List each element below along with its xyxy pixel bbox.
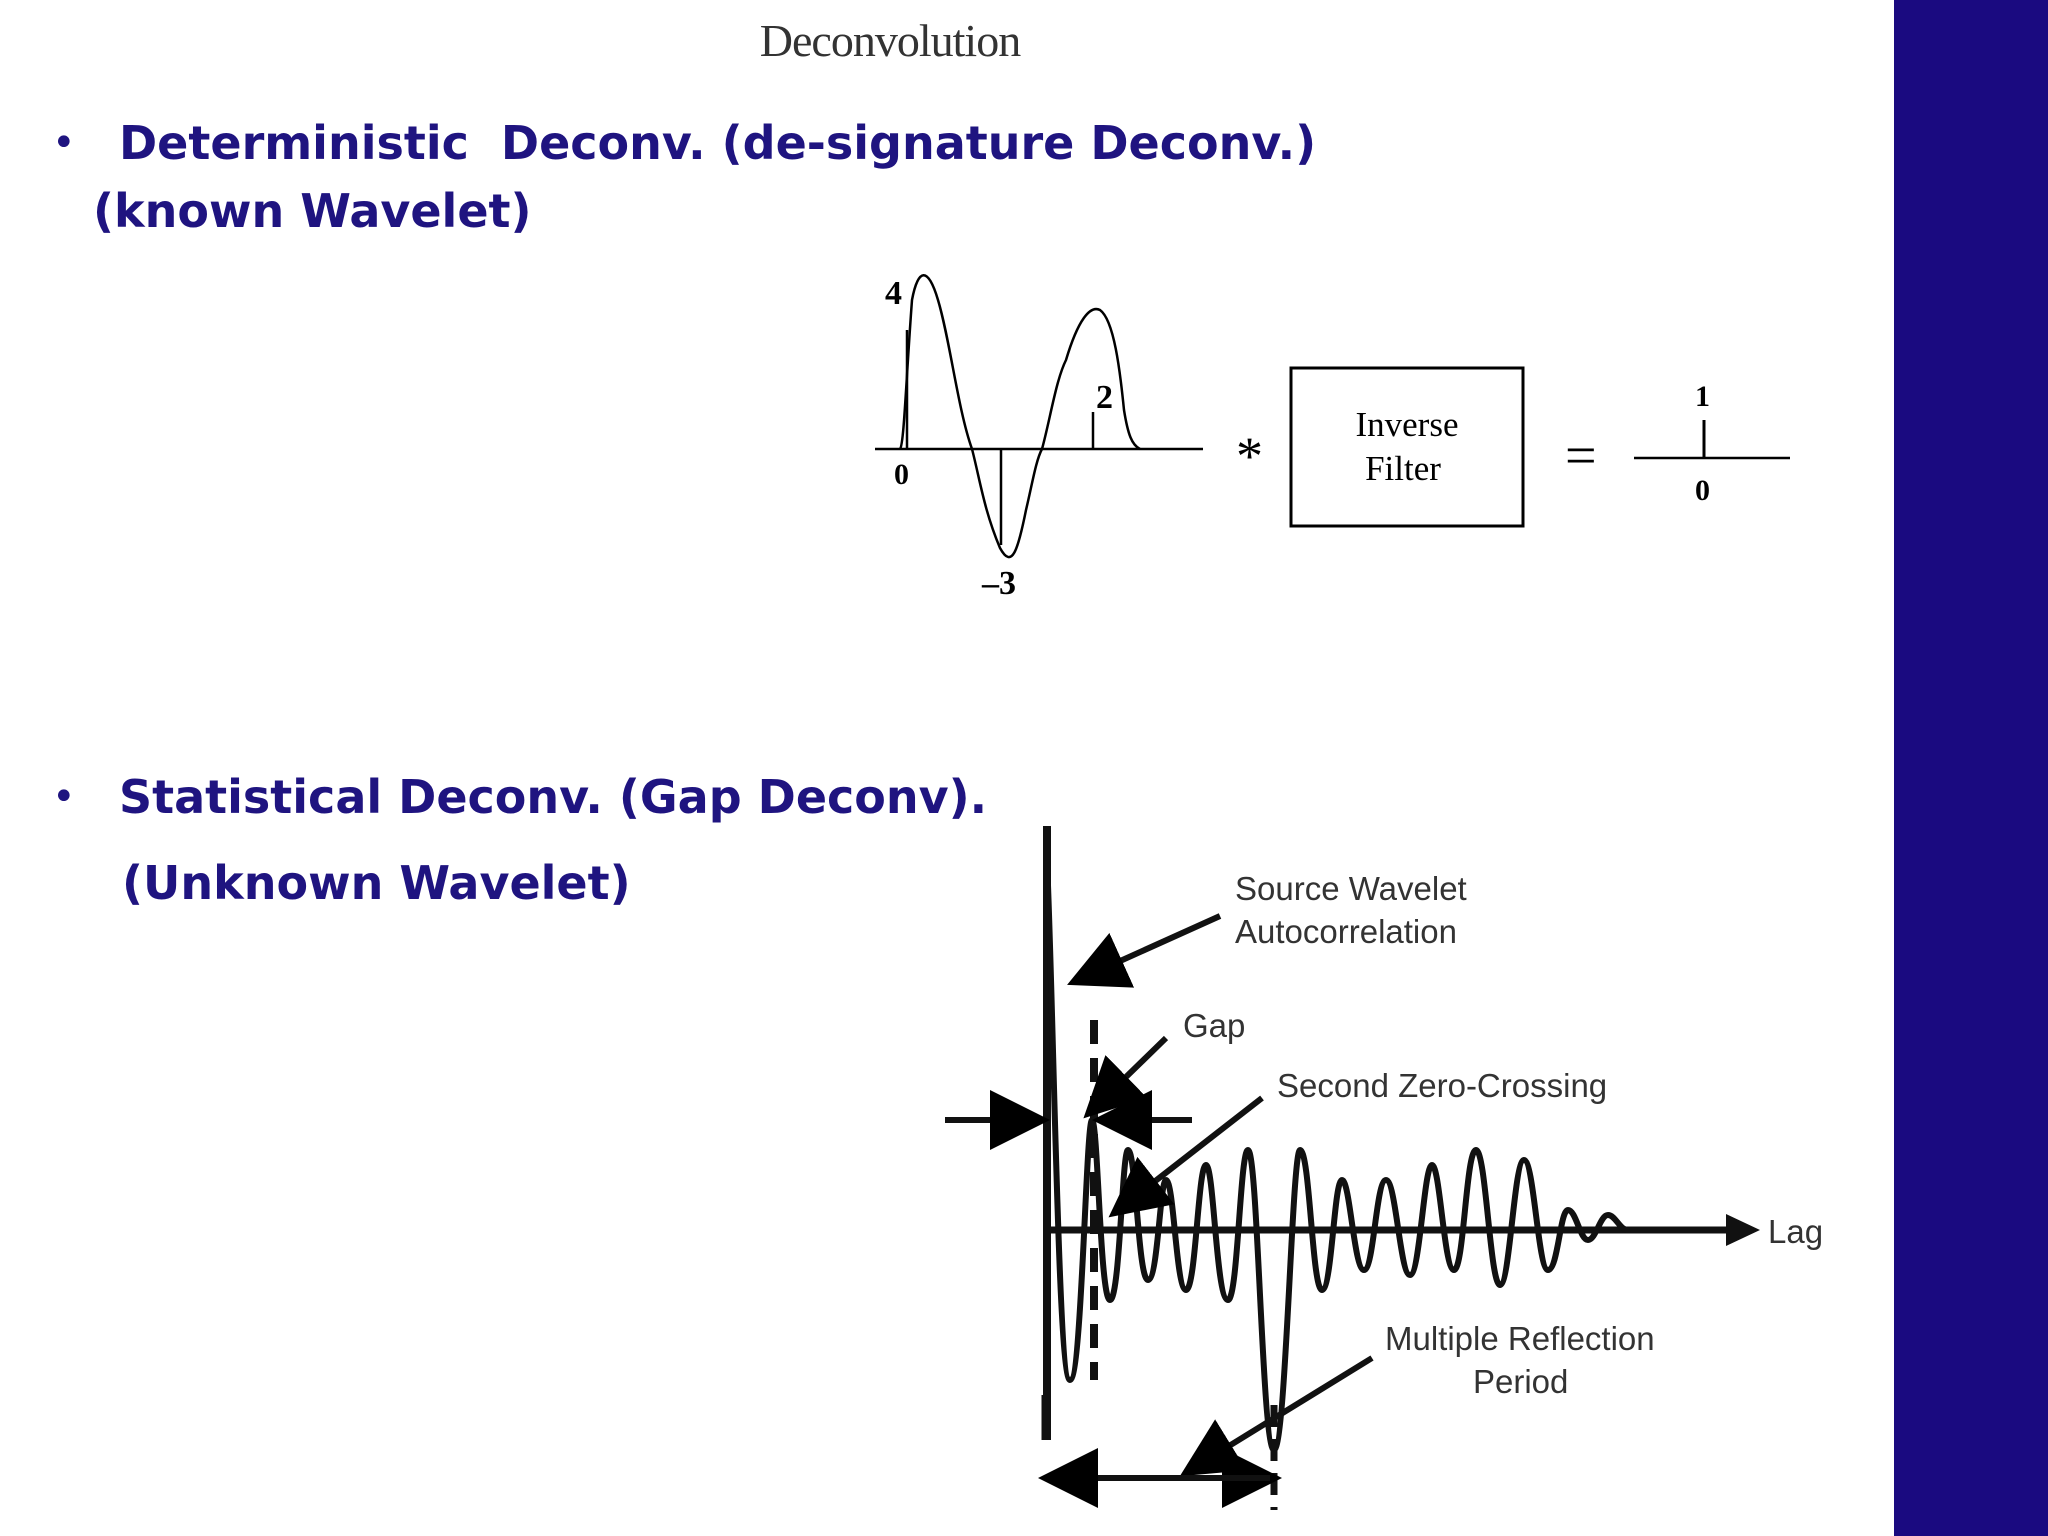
- bullet-statistical-line2: (Unknown Wavelet): [122, 856, 631, 910]
- equals-sign: =: [1565, 425, 1597, 487]
- gap-label: Gap: [1183, 1007, 1245, 1044]
- zero-crossing-label: Second Zero-Crossing: [1277, 1067, 1607, 1104]
- multiple-reflection-label-line2: Period: [1473, 1363, 1568, 1400]
- source-wavelet-pointer: [1067, 913, 1222, 988]
- bullet-statistical-line1: Statistical Deconv. (Gap Deconv).: [119, 770, 988, 824]
- lag-axis-arrowhead: [1726, 1214, 1760, 1246]
- zero-crossing-pointer: [1108, 1095, 1264, 1218]
- slide-title: Deconvolution: [759, 15, 1021, 66]
- second-peak-label: 2: [1096, 379, 1113, 416]
- spike-value-label: 1: [1695, 380, 1710, 413]
- multiple-reflection-label-line1: Multiple Reflection: [1385, 1320, 1655, 1357]
- bullet-deterministic-line1: Deterministic Deconv. (de-signature Deco…: [119, 116, 1317, 170]
- inverse-filter-diagram: 4 2 –3 0 * Inverse Filter = 1 0: [875, 274, 1790, 602]
- autocorrelation-diagram: Lag Source Wavelet Autocorrelation Gap S…: [945, 826, 1823, 1510]
- source-wavelet-label-line1: Source Wavelet: [1235, 870, 1467, 907]
- bullet-deterministic-line2: (known Wavelet): [93, 184, 532, 238]
- bullet-marker: •: [52, 774, 76, 820]
- box-label-line1: Inverse: [1355, 405, 1458, 444]
- peak-label: 4: [885, 275, 902, 312]
- multiple-period-pointer: [1179, 1355, 1374, 1477]
- wavelet-curve: [898, 274, 1141, 559]
- lag-label: Lag: [1768, 1213, 1823, 1250]
- box-label-line2: Filter: [1365, 449, 1441, 488]
- trough-label: –3: [981, 565, 1016, 602]
- gap-pointer: [1083, 1035, 1169, 1119]
- right-accent-band: [1894, 0, 2048, 1536]
- origin-label: 0: [894, 458, 909, 491]
- bullet-marker: •: [52, 120, 76, 166]
- inverse-filter-box: [1289, 366, 1525, 528]
- convolution-operator: *: [1236, 426, 1263, 486]
- autocorrelation-trace: [1044, 859, 1631, 1454]
- spike-origin-label: 0: [1695, 474, 1710, 507]
- source-wavelet-label-line2: Autocorrelation: [1235, 913, 1457, 950]
